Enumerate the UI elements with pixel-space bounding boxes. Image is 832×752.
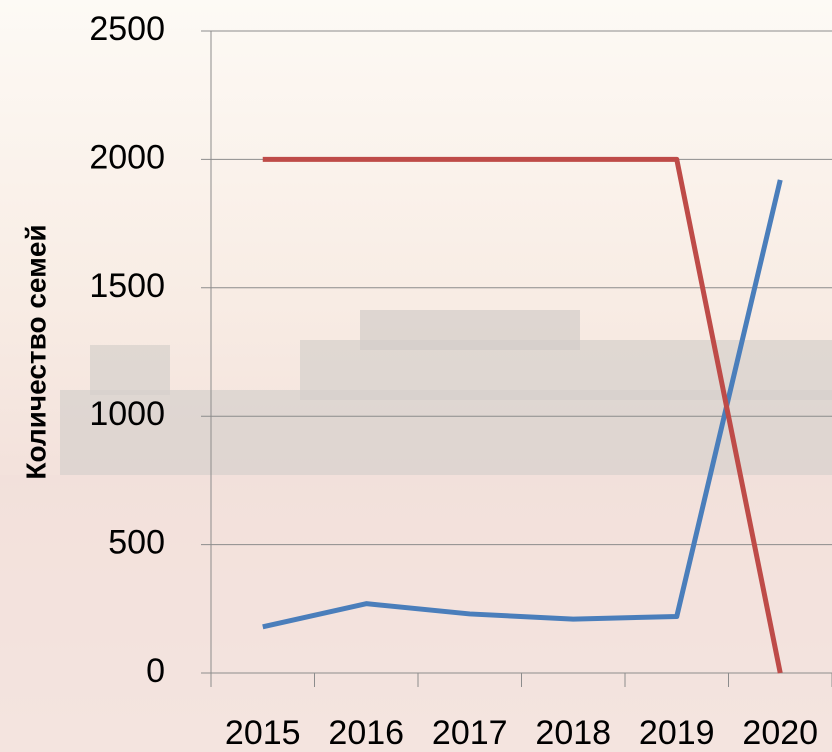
- y-tick-label: 2500: [89, 10, 165, 48]
- y-axis-title: Количество семей: [20, 224, 51, 479]
- y-tick-label: 0: [146, 652, 165, 690]
- y-tick-label: 1000: [89, 395, 165, 433]
- y-tick-label: 500: [108, 524, 165, 562]
- x-tick-label: 2020: [742, 714, 818, 752]
- series-line: [262, 156, 783, 674]
- y-tick-label: 2000: [89, 138, 165, 176]
- y-tick-label: 1500: [89, 267, 165, 305]
- x-tick-label: 2015: [225, 714, 301, 752]
- series-line: [262, 179, 783, 630]
- x-tick-label: 2019: [639, 714, 715, 752]
- x-tick-label: 2016: [328, 714, 404, 752]
- x-tick-label: 2017: [432, 714, 508, 752]
- x-tick-label: 2018: [535, 714, 611, 752]
